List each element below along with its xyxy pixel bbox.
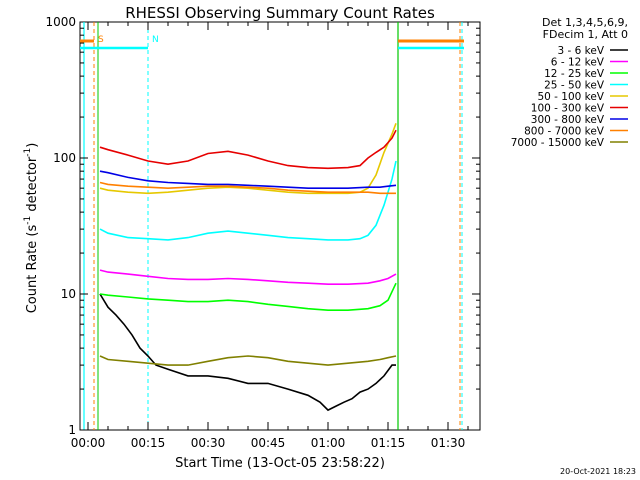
legend-header: FDecim 1, Att 0 [543,28,628,41]
series-line [99,282,397,312]
series-line [99,123,397,195]
x-tick-label: 00:00 [71,436,106,450]
x-tick-label: 00:45 [251,436,286,450]
annotation-label: S [98,35,104,45]
x-tick-label: 00:30 [191,436,226,450]
plot-border [79,21,481,431]
y-axis: 1 10 100 1000 [45,15,480,437]
y-tick-label: 10 [61,287,76,301]
series-line [99,181,396,195]
y-axis-label-sup2: -1 [23,148,33,157]
series-line [99,269,397,286]
y-tick-label: 100 [53,151,76,165]
series-line [99,293,396,412]
x-tick-label: 01:30 [431,436,466,450]
y-axis-label: Count Rate (s-1 detector-1) [23,143,40,314]
x-tick-label: 01:15 [371,436,406,450]
x-tick-label: 00:15 [131,436,166,450]
plot-frame [79,21,481,431]
series-line [99,355,397,366]
legend-entry: 50 - 100 keV [537,91,604,103]
annotation-label: N [152,35,159,45]
legend-header: Det 1,3,4,5,6,9, [542,16,628,29]
chart-title: RHESSI Observing Summary Count Rates [125,4,435,22]
series-line [99,129,397,170]
series-layer [99,123,397,412]
legend-entry: 12 - 25 keV [544,68,605,80]
legend-entry: 300 - 800 keV [531,114,605,126]
legend: Det 1,3,4,5,6,9,FDecim 1, Att 0 3 - 6 keV… [511,16,628,149]
series-line [99,170,397,189]
x-axis: 00:00 00:15 00:30 00:45 01:00 01:15 01:30 [71,22,469,450]
legend-entry: 100 - 300 keV [531,103,605,115]
legend-entry: 25 - 50 keV [544,80,605,92]
x-axis-label: Start Time (13-Oct-05 23:58:22) [175,456,385,471]
timestamp: 20-Oct-2021 18:23 [560,467,636,476]
legend-entry: 7000 - 15000 keV [511,137,605,149]
y-tick-label: 1000 [45,15,76,29]
y-axis-label-main: Count Rate (s [25,225,40,314]
series-line [99,160,397,241]
legend-entry: 800 - 7000 keV [524,126,605,138]
y-axis-label-end: ) [25,143,40,148]
x-tick-label: 01:00 [311,436,346,450]
y-axis-label-mid: detector [25,156,40,216]
y-axis-label-sup1: -1 [23,216,33,225]
y-tick-label: 1 [68,423,76,437]
legend-entry: 6 - 12 keV [551,57,605,69]
legend-entry: 3 - 6 keV [557,45,604,57]
